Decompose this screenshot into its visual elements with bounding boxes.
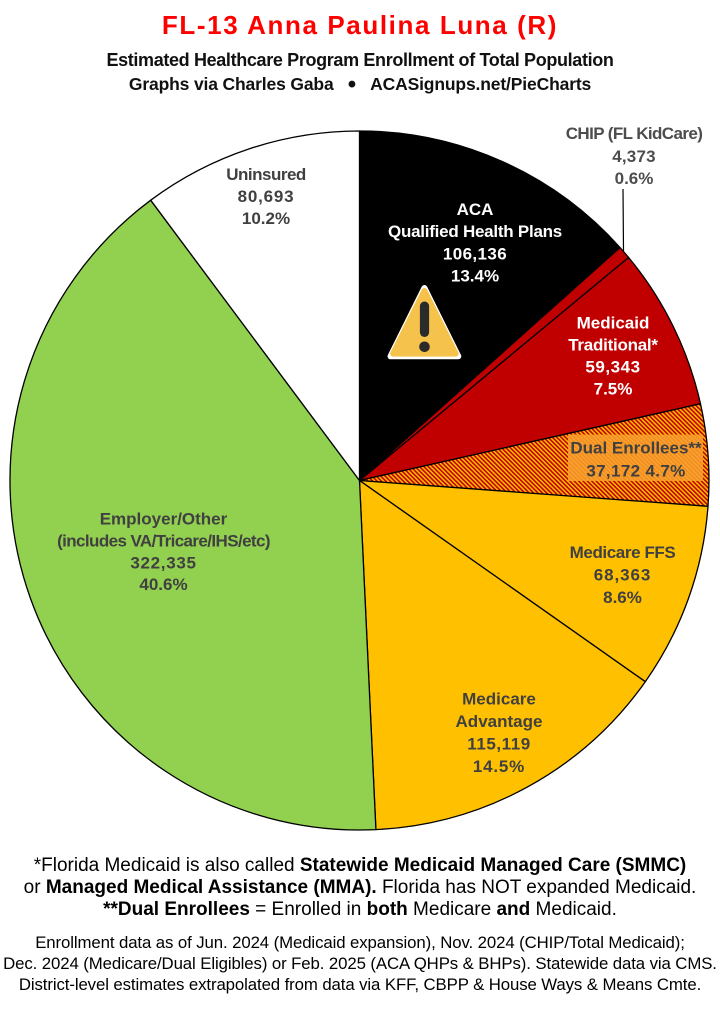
svg-text:106,136: 106,136: [443, 245, 507, 264]
svg-text:4,373: 4,373: [612, 147, 656, 166]
svg-text:(includes VA/Tricare/IHS/etc): (includes VA/Tricare/IHS/etc): [57, 532, 270, 551]
svg-text:10.2%: 10.2%: [242, 209, 290, 228]
svg-text:37,172 4.7%: 37,172 4.7%: [586, 462, 685, 481]
svg-text:Medicaid: Medicaid: [577, 314, 650, 333]
svg-text:Uninsured: Uninsured: [226, 165, 306, 184]
svg-text:115,119: 115,119: [467, 734, 530, 753]
svg-text:7.5%: 7.5%: [594, 380, 633, 399]
svg-text:Qualified Health Plans: Qualified Health Plans: [388, 222, 562, 241]
svg-text:40.6%: 40.6%: [139, 575, 187, 594]
svg-text:322,335: 322,335: [130, 554, 196, 573]
svg-text:Medicare FFS: Medicare FFS: [570, 543, 676, 562]
svg-text:ACA: ACA: [457, 200, 494, 219]
svg-text:Employer/Other: Employer/Other: [100, 510, 228, 529]
svg-text:0.6%: 0.6%: [615, 169, 654, 188]
svg-text:Traditional*: Traditional*: [568, 336, 658, 355]
svg-text:8.6%: 8.6%: [603, 588, 642, 607]
svg-text:CHIP (FL KidCare): CHIP (FL KidCare): [566, 124, 703, 143]
svg-text:Advantage: Advantage: [456, 712, 543, 731]
svg-text:14.5%: 14.5%: [473, 757, 525, 776]
svg-text:Medicare: Medicare: [462, 689, 536, 708]
svg-text:68,363: 68,363: [594, 566, 651, 585]
svg-text:80,693: 80,693: [238, 187, 295, 206]
svg-text:Dual Enrollees**: Dual Enrollees**: [570, 439, 702, 458]
svg-text:59,343: 59,343: [585, 358, 640, 377]
svg-text:13.4%: 13.4%: [451, 267, 499, 286]
